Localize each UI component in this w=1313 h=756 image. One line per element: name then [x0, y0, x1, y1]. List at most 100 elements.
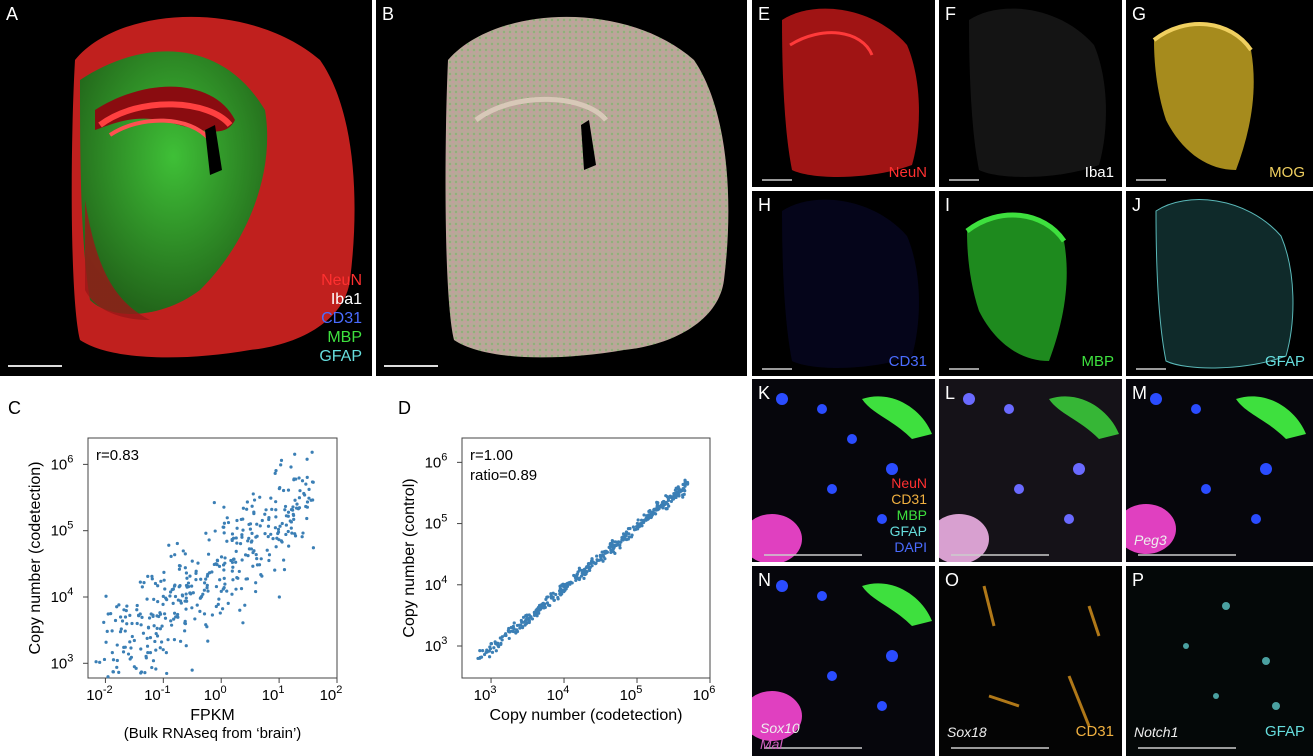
data-point	[150, 577, 154, 581]
data-point	[105, 629, 109, 633]
data-point	[252, 498, 257, 502]
data-point	[216, 602, 220, 606]
data-point	[263, 532, 267, 536]
data-point	[251, 550, 255, 555]
data-point	[260, 518, 264, 523]
legend-cd31: CD31	[891, 491, 927, 507]
panel-b: B	[376, 0, 747, 376]
data-point	[511, 629, 515, 633]
data-point	[267, 558, 271, 563]
panel-label: N	[758, 570, 771, 590]
data-point	[291, 512, 295, 516]
data-point	[653, 512, 658, 516]
data-point	[171, 587, 175, 591]
data-point	[248, 527, 253, 531]
data-point	[171, 601, 175, 606]
data-point	[488, 647, 493, 651]
panel-o: O Sox18 CD31	[939, 566, 1122, 756]
data-point	[125, 604, 129, 608]
data-point	[287, 544, 291, 548]
x-tick-label: 101	[262, 684, 285, 704]
data-point	[656, 501, 660, 505]
data-point	[115, 665, 119, 669]
data-point	[630, 533, 634, 537]
brain-gfap	[1136, 199, 1294, 370]
data-point	[190, 584, 194, 588]
data-point	[294, 506, 299, 510]
data-point	[627, 532, 631, 536]
data-point	[191, 591, 195, 595]
channel-label: MBP	[1081, 353, 1114, 370]
data-point	[638, 522, 642, 527]
data-point	[245, 577, 250, 581]
data-point	[219, 555, 224, 559]
data-point	[111, 658, 116, 662]
data-point	[149, 612, 153, 616]
data-point	[139, 671, 143, 675]
data-point	[673, 488, 677, 492]
data-point	[177, 585, 181, 589]
data-point	[177, 564, 182, 568]
data-point	[163, 616, 168, 620]
data-point	[524, 622, 528, 626]
data-point	[110, 651, 114, 655]
data-point	[241, 621, 245, 625]
panel-label: E	[758, 4, 771, 24]
panel-a: A NeuN Iba1 CD31 MBP GFAP	[0, 0, 372, 376]
data-point	[601, 554, 605, 558]
data-point	[648, 514, 652, 518]
data-point	[589, 561, 593, 566]
data-point	[163, 587, 167, 591]
data-point	[481, 649, 485, 653]
data-point	[150, 665, 154, 670]
data-point	[104, 640, 108, 644]
panel-label: M	[1132, 383, 1147, 403]
data-point	[551, 591, 555, 595]
data-point	[273, 471, 277, 475]
data-point	[512, 621, 516, 625]
data-point	[143, 671, 147, 675]
data-point	[273, 568, 277, 572]
panel-label: G	[1132, 4, 1147, 24]
data-point	[243, 603, 247, 607]
data-point	[111, 670, 115, 674]
data-point	[574, 576, 579, 580]
data-point	[221, 587, 225, 591]
data-point	[270, 507, 274, 511]
data-point	[610, 548, 615, 552]
data-point	[279, 539, 283, 543]
data-point	[215, 558, 219, 562]
data-point	[152, 597, 156, 601]
data-point	[117, 670, 121, 674]
data-point	[217, 597, 221, 601]
data-point	[283, 508, 287, 512]
data-point	[284, 532, 288, 537]
panel-label: K	[758, 383, 771, 403]
data-point	[152, 624, 156, 628]
x-tick-label: 100	[204, 684, 227, 704]
data-point	[286, 488, 291, 492]
data-point	[123, 629, 127, 633]
data-point	[286, 529, 290, 534]
panel-g: G MOG	[1126, 0, 1313, 187]
data-point	[554, 592, 558, 597]
data-point	[123, 615, 128, 619]
data-point	[172, 584, 177, 588]
data-point	[618, 546, 622, 550]
data-point	[188, 574, 192, 578]
data-point	[639, 518, 644, 522]
x-axis-label: FPKM	[190, 707, 234, 724]
data-point	[560, 583, 564, 587]
y-tick-label: 106	[51, 453, 74, 473]
data-point	[598, 553, 602, 557]
data-point	[279, 458, 284, 462]
data-point	[214, 584, 219, 589]
panel-l: L	[939, 379, 1122, 562]
data-point	[218, 611, 222, 615]
data-point	[219, 589, 223, 593]
data-point	[183, 629, 187, 633]
data-point	[237, 569, 241, 574]
data-point	[145, 636, 149, 640]
data-point	[251, 564, 255, 568]
data-point	[541, 601, 545, 605]
